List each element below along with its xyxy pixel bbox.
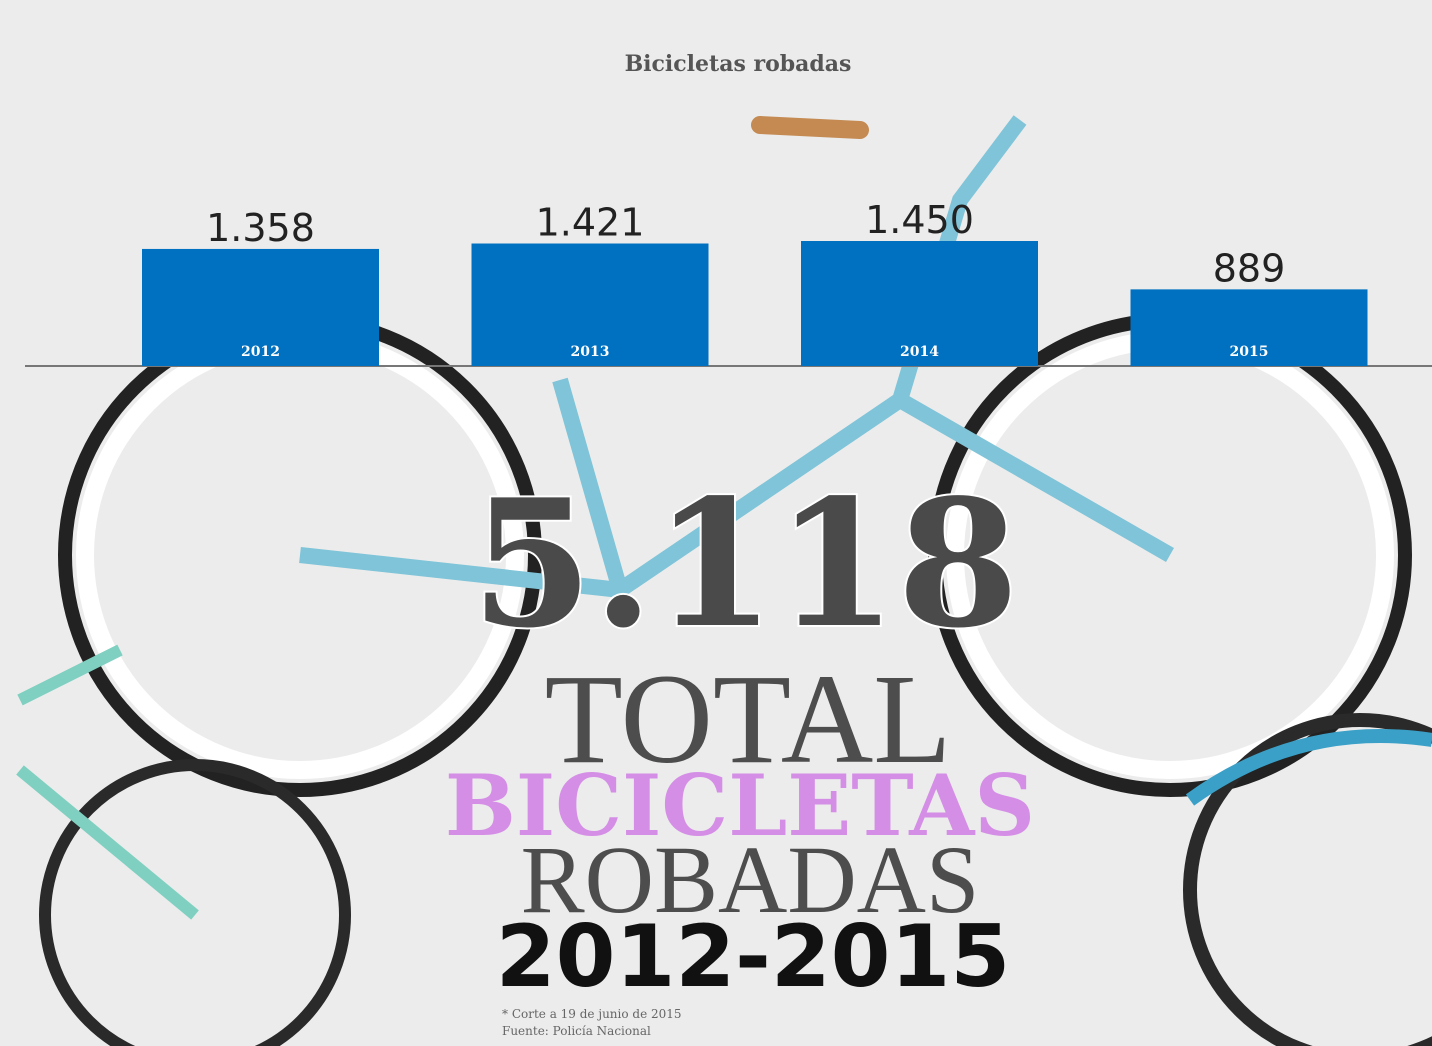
robadas-word: ROBADAS bbox=[521, 826, 980, 933]
wheel bbox=[1183, 713, 1432, 1046]
category-label: 2012 bbox=[241, 344, 280, 360]
chart-title: Bicicletas robadas bbox=[625, 51, 852, 77]
handle bbox=[751, 116, 869, 139]
bars: 1.358 2012 1.421 2013 1.450 2014 889 2015 bbox=[142, 198, 1368, 366]
bar bbox=[142, 248, 379, 366]
category-label: 2015 bbox=[1230, 344, 1269, 360]
wheel bbox=[39, 759, 351, 1046]
total-block: 5.118 TOTAL BICICLETAS ROBADAS 2012-2015 bbox=[445, 460, 1035, 1007]
source: Fuente: Policía Nacional bbox=[502, 1024, 651, 1038]
period: 2012-2015 bbox=[496, 907, 1010, 1007]
bar bbox=[471, 243, 709, 366]
category-label: 2014 bbox=[900, 344, 939, 360]
total-word: TOTAL bbox=[545, 648, 952, 790]
value-label: 889 bbox=[1213, 246, 1286, 290]
fender bbox=[1185, 729, 1432, 806]
category-label: 2013 bbox=[571, 344, 610, 360]
frame bbox=[16, 644, 199, 920]
value-label: 1.358 bbox=[206, 206, 315, 250]
total-number: 5.118 bbox=[471, 462, 1019, 667]
bar bbox=[801, 241, 1038, 366]
value-label: 1.421 bbox=[536, 201, 645, 245]
bicicletas-word: BICICLETAS bbox=[445, 756, 1035, 855]
value-label: 1.450 bbox=[865, 198, 974, 242]
bar bbox=[1130, 289, 1368, 366]
footnote: * Corte a 19 de junio de 2015 bbox=[502, 1007, 682, 1021]
